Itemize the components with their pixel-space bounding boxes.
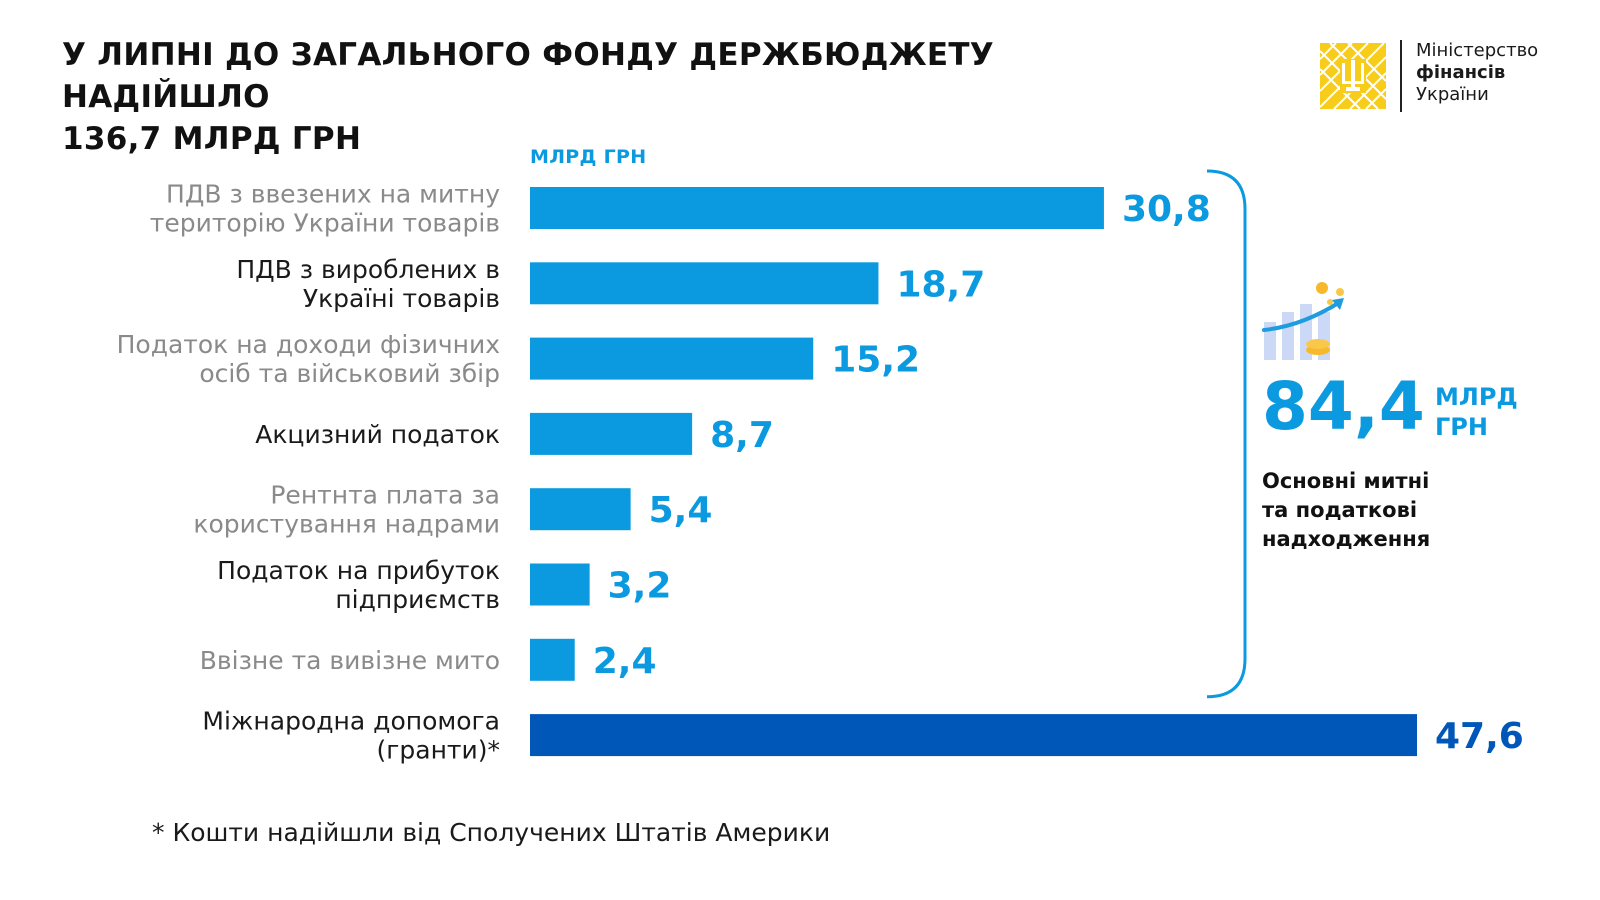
- value-label-2: 18,7: [896, 264, 985, 305]
- category-label-8: Міжнародна допомога (гранти)*: [202, 707, 500, 765]
- unit-label: МЛРД ГРН: [530, 146, 647, 168]
- category-label-7: Ввізне та вивізне мито: [200, 646, 500, 675]
- summary-value: 84,4: [1262, 368, 1425, 445]
- growth-chart-icon: [1262, 282, 1344, 360]
- summary-caption: Основні митні та податкові надходження: [1262, 467, 1522, 554]
- logo-text: Міністерство фінансів України: [1416, 40, 1538, 106]
- title-line-1: У ЛИПНІ ДО ЗАГАЛЬНОГО ФОНДУ ДЕРЖБЮДЖЕТУ …: [62, 37, 994, 115]
- value-label-8: 47,6: [1435, 716, 1524, 757]
- summary-caption-line-3: надходження: [1262, 527, 1431, 551]
- bar-1: [530, 187, 1104, 229]
- bar-3: [530, 337, 814, 380]
- value-label-3: 15,2: [831, 340, 920, 381]
- chart-title: У ЛИПНІ ДО ЗАГАЛЬНОГО ФОНДУ ДЕРЖБЮДЖЕТУ …: [62, 34, 1212, 160]
- value-label-7: 2,4: [593, 641, 657, 682]
- category-label-4: Акцизний податок: [255, 420, 500, 449]
- bar-5: [530, 488, 631, 531]
- bar-7: [530, 638, 575, 681]
- group-bracket: [1206, 169, 1247, 699]
- value-label-6: 3,2: [608, 566, 672, 607]
- value-label-4: 8,7: [710, 415, 774, 456]
- summary-caption-line-1: Основні митні: [1262, 469, 1430, 493]
- summary-unit: МЛРД ГРН: [1435, 383, 1518, 441]
- trident-emblem-icon: [1320, 43, 1386, 109]
- summary-block: 84,4 МЛРД ГРН Основні митні та податкові…: [1262, 282, 1562, 562]
- logo-divider: [1400, 40, 1402, 112]
- logo-line-1: Міністерство: [1416, 40, 1539, 61]
- bar-8: [530, 714, 1417, 757]
- category-label-5: Рентнта плата за користування надрами: [193, 481, 500, 539]
- title-line-2: 136,7 МЛРД ГРН: [62, 121, 362, 157]
- category-label-1: ПДВ з ввезених на митну територію України…: [150, 180, 500, 238]
- summary-caption-line-2: та податкові: [1262, 498, 1418, 522]
- category-label-2: ПДВ з вироблених в Україні товарів: [236, 255, 500, 313]
- logo-line-2: фінансів: [1416, 62, 1506, 83]
- bar-2: [530, 262, 879, 305]
- ministry-logo: Міністерство фінансів України: [1320, 40, 1570, 112]
- value-label-5: 5,4: [649, 490, 713, 531]
- category-label-3: Податок на доходи фізичних осіб та військ…: [117, 330, 500, 388]
- bar-4: [530, 412, 693, 455]
- logo-line-3: України: [1416, 84, 1489, 105]
- footnote: * Кошти надійшли від Сполучених Штатів А…: [152, 818, 831, 847]
- value-label-1: 30,8: [1122, 189, 1211, 230]
- category-label-6: Податок на прибуток підприємств: [217, 556, 500, 614]
- bar-6: [530, 563, 590, 606]
